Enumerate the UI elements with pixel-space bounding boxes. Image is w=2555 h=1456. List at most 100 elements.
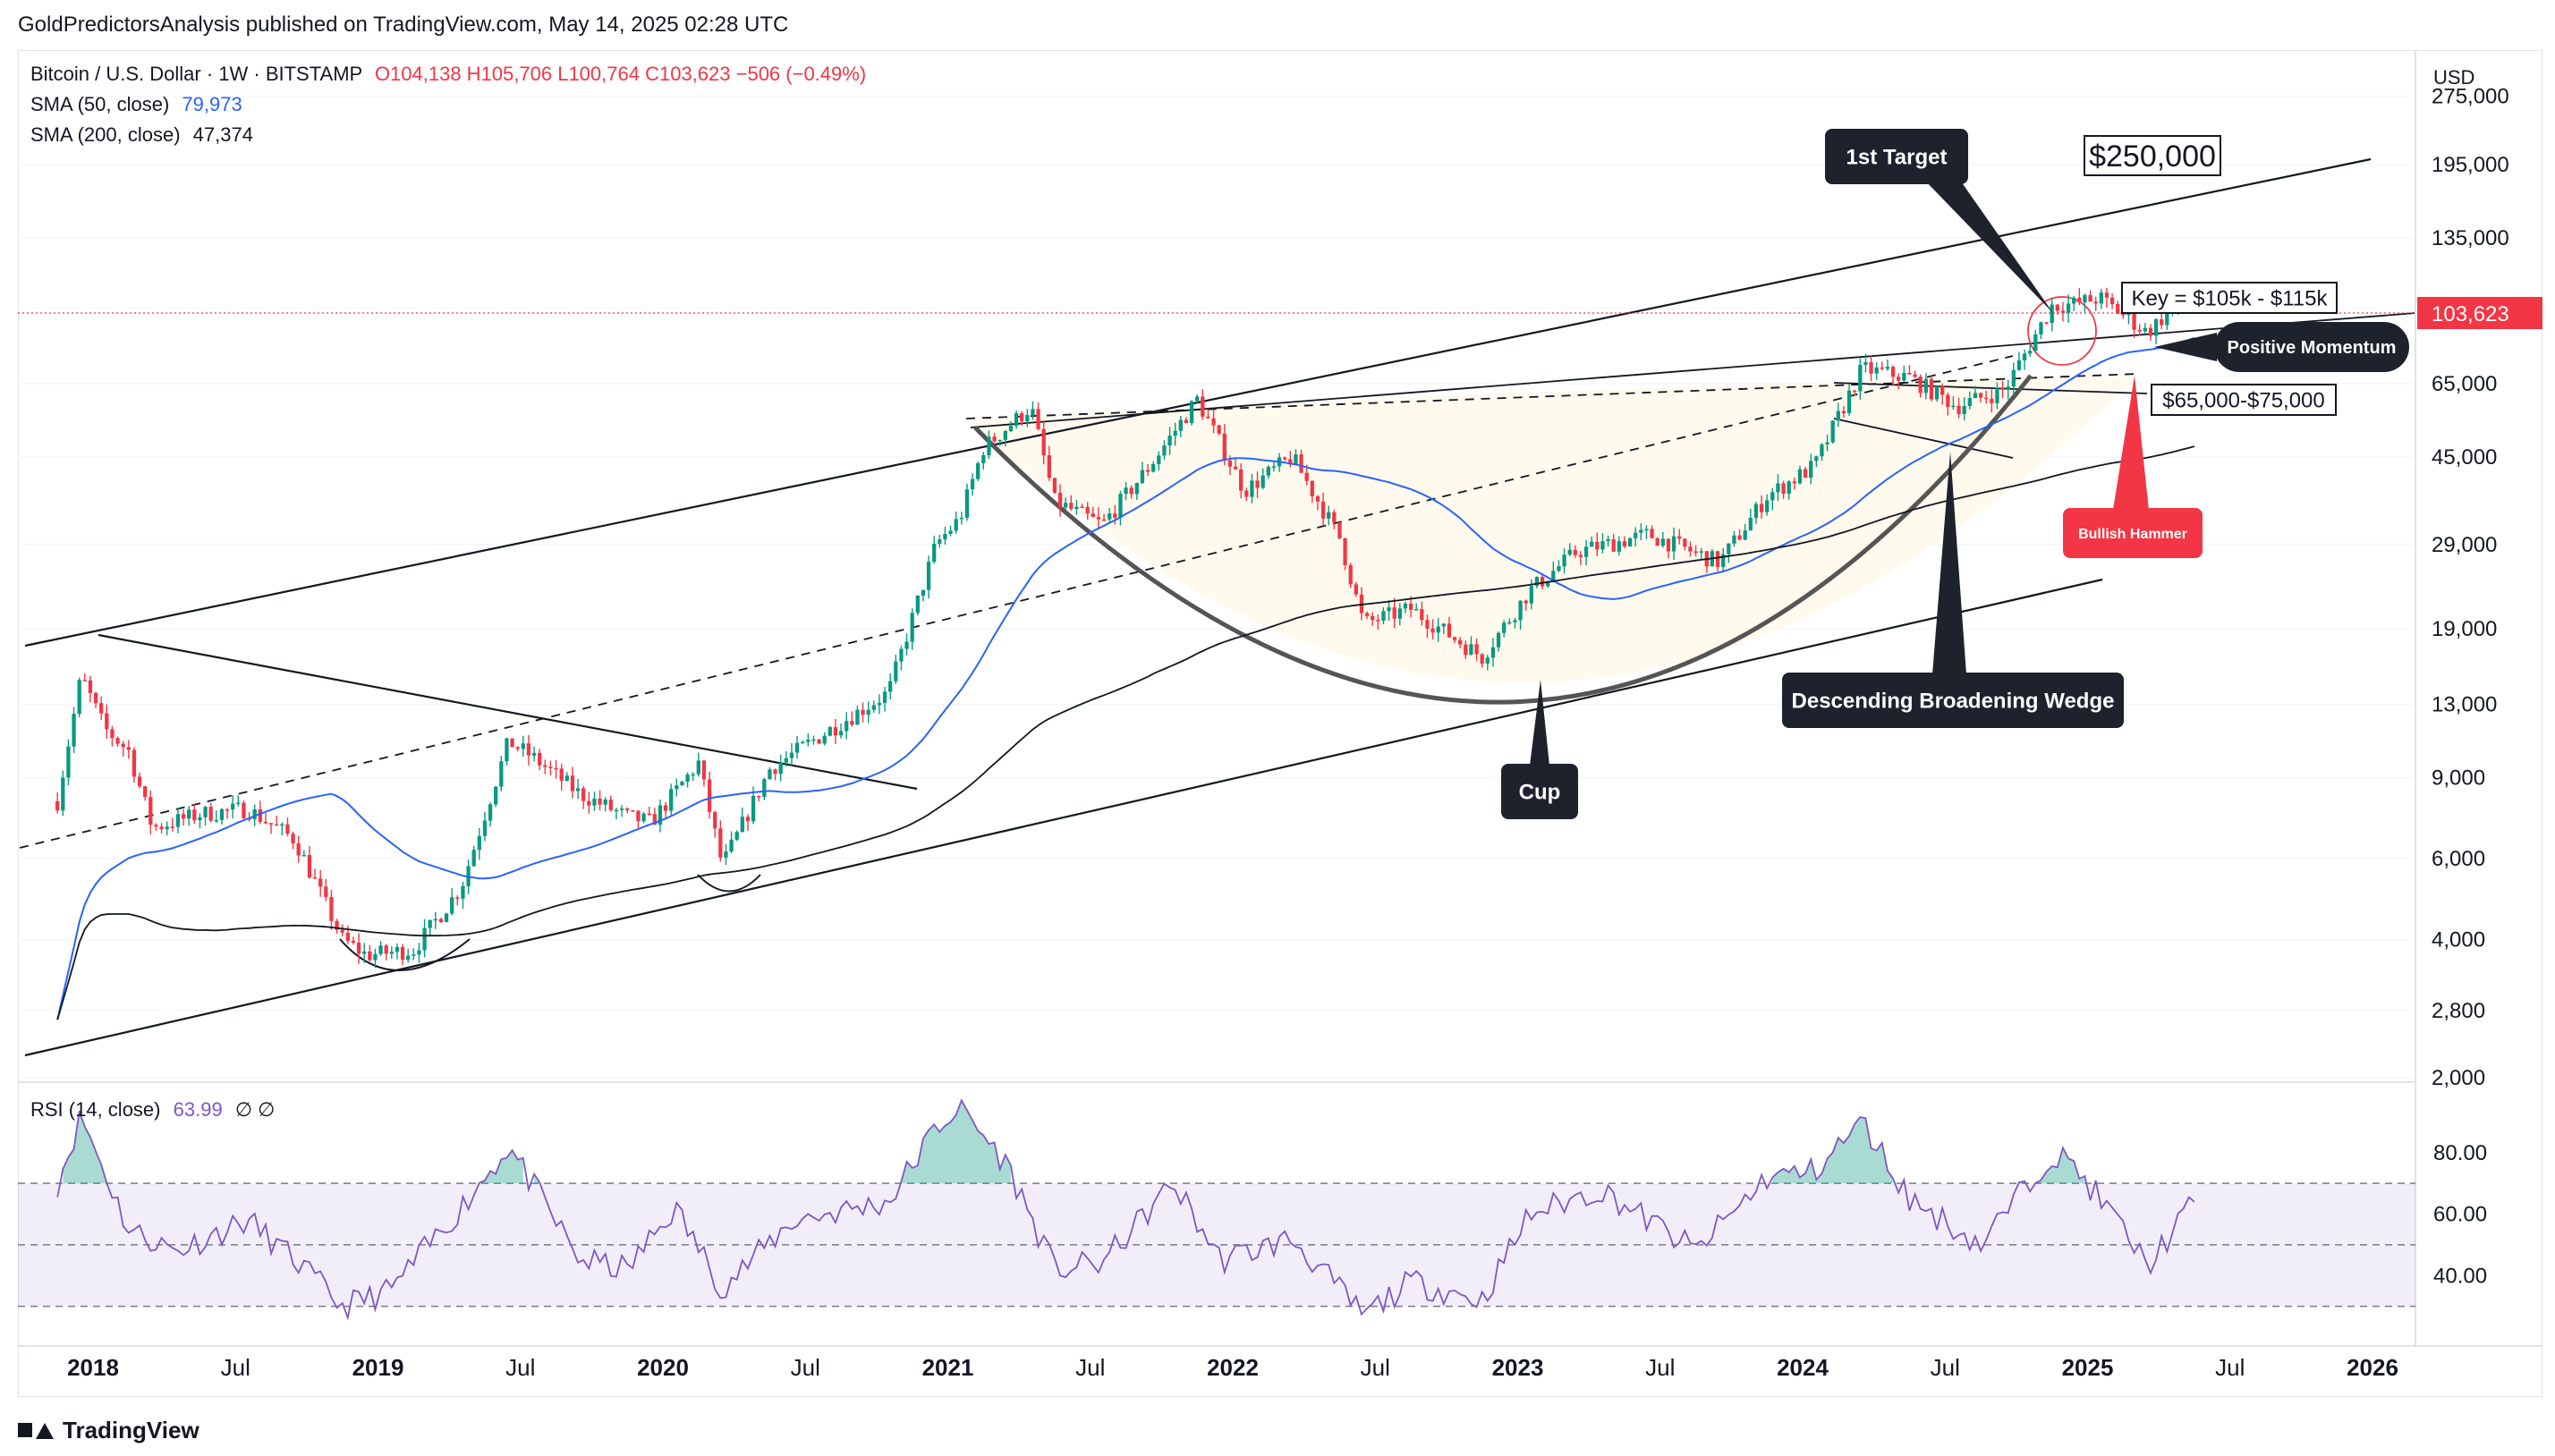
candle-body	[2066, 303, 2071, 313]
candle-body	[1507, 622, 1512, 624]
candle-body	[1825, 442, 1829, 444]
candle-body	[373, 953, 378, 961]
candle-body	[801, 741, 805, 744]
legend-sma50-value: 79,973	[182, 93, 242, 115]
legend-rsi-value: 63.99	[173, 1098, 223, 1121]
price-tick-label: 135,000	[2432, 226, 2509, 250]
candle-body	[1540, 577, 1545, 587]
candle-body	[329, 896, 334, 921]
callout-key-range: Key = $105k - $115k	[2121, 282, 2338, 314]
candle-body	[2104, 292, 2109, 298]
time-tick-label: 2023	[1492, 1354, 1544, 1381]
candle-body	[345, 932, 350, 942]
candle-body	[1578, 554, 1583, 557]
time-tick-label: Jul	[1075, 1354, 1105, 1381]
callout-positive-momentum: Positive Momentum	[2154, 322, 2409, 372]
candle-body	[231, 803, 235, 810]
candle-body	[1748, 517, 1753, 531]
rsi-tick-label: 40.00	[2433, 1264, 2487, 1288]
candle-body	[1348, 564, 1353, 585]
candle-body	[817, 739, 821, 744]
candle-body	[1573, 549, 1577, 555]
candle-body	[1967, 398, 1972, 407]
time-tick-label: Jul	[1361, 1354, 1390, 1381]
candle-body	[1332, 512, 1337, 523]
candle-body	[280, 824, 284, 826]
callout-first-target-pointer	[1923, 179, 2053, 313]
candle-body	[894, 661, 898, 681]
candle-body	[1978, 393, 1983, 398]
candle-body	[1557, 566, 1561, 571]
candle-body	[165, 826, 169, 830]
candle-body	[2109, 297, 2115, 305]
candle-body	[1595, 541, 1600, 550]
candle-body	[461, 885, 465, 899]
candle-body	[1683, 538, 1687, 547]
candle-body	[444, 913, 449, 923]
candle-body	[1041, 428, 1046, 456]
candle-body	[318, 878, 323, 887]
candle-body	[258, 808, 262, 823]
candle-body	[625, 808, 630, 810]
candle-body	[2148, 327, 2153, 336]
candle-body	[1145, 470, 1150, 472]
time-tick-label: Jul	[1645, 1354, 1675, 1381]
candle-body	[658, 805, 663, 825]
candle-body	[1222, 433, 1227, 461]
candle-body	[110, 729, 115, 739]
candle-body	[718, 828, 723, 858]
candle-body	[838, 731, 844, 736]
sma-200-line	[56, 445, 2195, 1020]
candle-body	[477, 835, 481, 851]
candle-body	[1480, 654, 1484, 664]
candle-body	[214, 819, 218, 822]
candle-body	[505, 738, 509, 762]
callout-first-target-box	[1825, 129, 1968, 184]
candle-body	[1250, 480, 1254, 497]
cup-curve	[973, 374, 2033, 705]
candle-body	[1666, 538, 1671, 552]
rsi-tick-label: 80.00	[2433, 1141, 2487, 1165]
candle-body	[685, 775, 690, 783]
legend-rsi-row[interactable]: RSI (14, close) 63.99 ∅ ∅	[30, 1098, 275, 1122]
candle-body	[1590, 541, 1594, 547]
callout-bullish-hammer-pointer	[2113, 376, 2149, 510]
rsi-band-fill	[18, 1183, 2415, 1307]
legend-sma200-row[interactable]: SMA (200, close) 47,374	[30, 123, 253, 147]
candle-body	[378, 945, 383, 954]
candle-body	[992, 436, 997, 442]
candle-body	[2099, 292, 2103, 304]
candle-body	[1096, 516, 1101, 520]
candle-body	[2028, 351, 2033, 354]
candle-body	[1189, 401, 1194, 424]
candle-body	[1918, 377, 1923, 394]
candle-body	[1085, 506, 1090, 514]
candle-body	[696, 760, 700, 775]
legend-sma50-row[interactable]: SMA (50, close) 79,973	[30, 93, 242, 116]
candle-body	[268, 823, 274, 825]
candle-body	[647, 813, 651, 816]
candle-body	[1792, 481, 1796, 484]
candle-body	[680, 782, 684, 786]
time-tick-label: 2020	[637, 1354, 689, 1381]
candle-body	[455, 897, 460, 899]
candle-body	[335, 920, 339, 930]
candle-body	[1951, 405, 1956, 408]
time-tick-label: 2026	[2347, 1354, 2398, 1381]
candle-body	[66, 746, 71, 778]
tradingview-brand[interactable]: TradingView	[18, 1411, 199, 1449]
descending-trendline	[98, 633, 918, 791]
candle-body	[794, 742, 800, 753]
candle-body	[904, 641, 909, 649]
candle-body	[187, 809, 191, 819]
candle-body	[981, 454, 986, 463]
candle-body	[938, 539, 942, 544]
candle-body	[1304, 472, 1309, 481]
candle-body	[1502, 622, 1507, 633]
candle-body	[1031, 409, 1035, 415]
candle-body	[1343, 538, 1347, 565]
candle-body	[175, 814, 181, 827]
candle-body	[1809, 461, 1813, 478]
candle-body	[471, 850, 476, 867]
